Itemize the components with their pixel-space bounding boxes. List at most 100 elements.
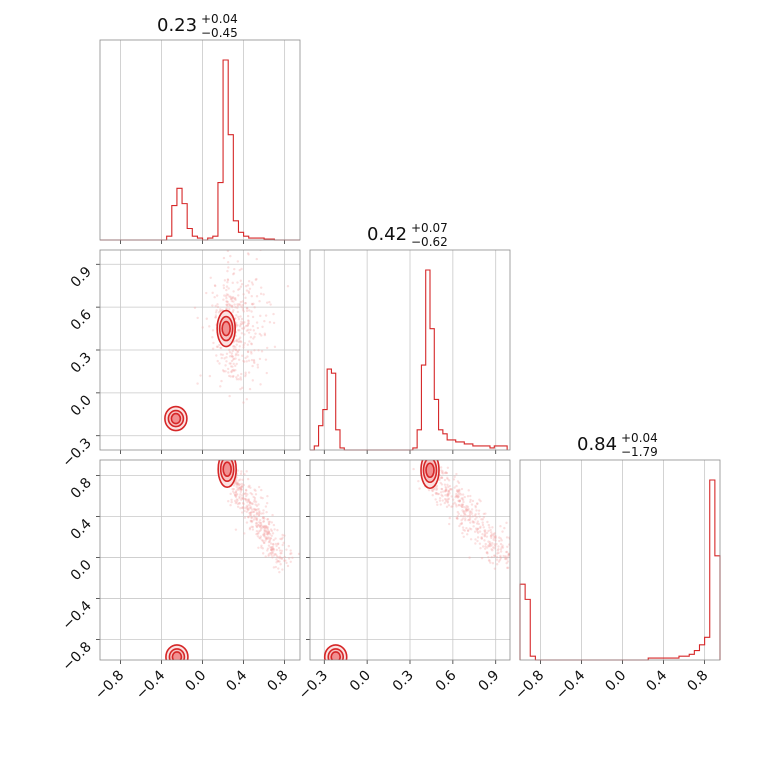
sample-point [479,525,482,528]
sample-point [279,537,282,541]
sample-point [466,533,469,536]
panel-frame [519,459,721,661]
sample-point [222,286,226,290]
sample-point [463,506,466,509]
sample-point [259,383,262,386]
sample-point [247,328,250,332]
sample-point [243,321,246,324]
sample-point [248,513,252,517]
x-axis-var0-ticklabels: −0.8 −0.4 0.0 0.4 0.8 [92,667,291,702]
sample-point [258,300,261,303]
x-axis-var1-ticklabels: −0.3 0.0 0.3 0.6 0.9 [296,667,503,702]
sample-point [236,303,239,306]
sample-point [489,544,492,548]
sample-point [242,327,245,330]
sample-point [193,306,197,309]
sample-point [489,561,492,564]
sample-point [269,548,273,552]
sample-point [237,328,240,332]
sample-point [225,307,228,311]
sample-point [234,297,237,300]
sample-point [437,492,441,496]
sample-point [226,250,230,253]
sample-point [232,358,235,361]
sample-point [446,483,449,487]
sample-point [238,483,242,486]
sample-point [297,552,300,556]
sample-point [231,349,234,353]
sample-point [240,372,243,376]
sample-point [250,302,254,306]
sample-point [438,497,442,500]
sample-point [267,544,271,547]
y-tick-label: 0.9 [68,264,95,291]
sample-point [480,537,484,540]
sample-point [267,522,271,525]
sample-point [232,484,236,487]
sample-point [501,544,504,547]
sample-point [501,546,505,549]
sample-point [234,306,237,309]
sample-point [267,523,271,526]
sample-point [257,507,260,511]
sample-point [255,519,259,522]
sample-point [227,302,230,306]
sample-point [237,303,241,306]
sample-point [243,509,246,513]
sample-point [444,487,448,490]
sample-point [467,489,470,492]
sample-point [237,488,240,492]
sample-point [267,537,270,540]
sample-point [216,345,219,349]
sample-point [239,323,242,326]
sample-point [254,332,257,335]
sample-point [459,514,463,518]
sample-point [214,316,217,319]
sample-point [484,545,487,548]
sample-point [248,287,252,290]
sample-point [227,287,230,290]
sample-point [443,497,447,501]
sample-point [276,559,279,563]
sample-point [480,518,483,521]
sample-point [289,549,292,552]
sample-point [234,357,237,360]
sample-point [435,488,438,492]
sample-point [462,528,465,532]
sample-point [474,542,477,545]
sample-point [231,375,235,378]
sample-point [232,345,235,348]
sample-point [245,307,249,310]
sample-point [458,492,461,495]
sample-point [257,524,261,527]
sample-point [268,538,272,542]
sample-point [267,531,270,535]
sample-point [211,329,215,332]
sample-point [443,483,447,486]
sample-point [279,563,282,566]
histogram-step [100,59,300,241]
sample-point [445,489,448,492]
sample-point [232,362,235,366]
sample-point [267,531,271,535]
sample-point [245,329,249,332]
sample-point [233,499,237,503]
sample-point [248,340,251,343]
sample-point [478,530,482,533]
sample-point [485,531,489,535]
sample-point [241,354,244,357]
sample-point [469,528,473,531]
sample-point [266,528,270,531]
sample-point [238,348,241,352]
sample-point [469,521,472,524]
sample-point [248,511,251,515]
sample-point [500,539,503,542]
sample-point [491,562,495,565]
sample-point [236,349,239,353]
sample-point [269,537,273,540]
sample-point [241,506,245,510]
sample-point [499,537,503,540]
sample-point [228,348,231,352]
sample-point [238,483,241,487]
sample-point [243,492,247,496]
